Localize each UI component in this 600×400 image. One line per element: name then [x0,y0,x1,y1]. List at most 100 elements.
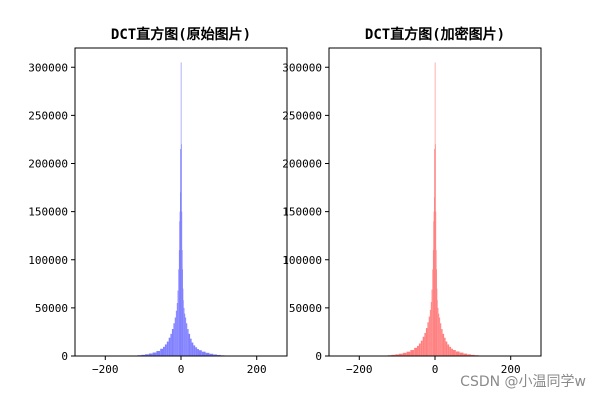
histogram-bar [171,329,174,356]
y-tick-label: 300000 [28,61,68,74]
histogram-bar [166,341,169,356]
histogram-bar [451,348,453,356]
chart-panel-1: −200 0 200 0 50000 100000 150000 200000 250000 30… [28,26,288,376]
histogram-bar [181,211,183,356]
histogram-bar [395,354,400,356]
y-tick-label: 0 [315,350,322,363]
histogram-bar [431,289,433,356]
histogram-bar [433,211,435,356]
histogram-bar [148,353,153,356]
histogram-bar [198,350,202,356]
histogram-bar [181,144,182,356]
y-tick-label: 200000 [282,158,322,171]
y-tick-label: 200000 [28,158,68,171]
histogram-bar [455,351,460,356]
chart-title: DCT直方图(加密图片) [365,26,505,43]
histogram-bar [463,353,468,356]
histogram-bar [444,337,446,356]
histogram-bar [406,351,411,356]
histogram-bar [193,345,196,356]
histogram-bar [209,353,214,356]
histogram-bar [216,354,221,356]
x-tick-label: 0 [178,363,185,376]
histogram-bar [442,333,445,356]
histogram-bar [430,302,432,356]
histogram-bar [470,354,475,356]
histogram-bar [185,317,187,356]
histogram-bar [432,250,434,356]
y-tick-label: 300000 [282,61,322,74]
histogram-bar [175,310,177,356]
histogram-bar [177,290,179,356]
histogram-bar [447,344,450,356]
histogram-bar [467,354,471,356]
histogram-bar [441,329,443,356]
histogram-bar [182,288,184,356]
histogram-bar [418,343,421,356]
y-tick-label: 50000 [289,302,322,315]
histogram-bar [425,328,428,356]
histogram-bar [170,333,172,356]
histogram-bar [434,197,436,356]
histogram-bar [424,332,426,356]
histogram-bar [440,323,442,356]
histogram-bar [191,342,194,356]
histogram-bar [433,221,434,356]
x-tick-label: −200 [346,363,373,376]
y-tick-label: 250000 [28,109,68,122]
histogram-bar [439,317,441,356]
histogram-bar [179,221,180,356]
histogram-bar [434,62,436,356]
y-tick-label: 0 [61,350,68,363]
histogram-bar [213,354,217,356]
histogram-bar [436,288,438,356]
histogram-bar [410,350,415,356]
histogram-bar [180,149,181,356]
histogram-bar [188,333,191,356]
y-tick-label: 150000 [282,206,322,219]
histogram-bar [173,323,175,356]
histogram-bar [435,250,437,356]
histogram-bar [432,269,433,356]
histogram-bar [160,348,164,356]
histogram-bar [176,303,178,356]
histogram-bar [183,307,185,356]
histogram-bar [436,269,437,356]
histogram-bar [435,144,436,356]
histogram-bar [428,316,430,356]
y-tick-label: 100000 [282,254,322,267]
histogram-bar [182,269,183,356]
y-tick-label: 50000 [35,302,68,315]
histogram-bar [168,337,171,356]
histogram-bar [205,352,210,356]
histogram-bar [178,269,179,356]
histogram-bar [452,350,456,356]
x-tick-label: 0 [432,363,439,376]
chart-title: DCT直方图(原始图片) [111,26,251,43]
histogram-bar [181,250,183,356]
histogram-bar [201,351,206,356]
histogram-bar [183,300,184,356]
histogram-bar [180,62,182,356]
histogram-bar [174,317,176,356]
histogram-bar [417,345,419,356]
histogram-bar [186,323,188,356]
histogram-bar [180,192,182,356]
histogram-bar [435,211,437,356]
histogram-bar [141,354,146,356]
histogram-bar [187,329,189,356]
histogram-bar [429,309,431,356]
x-tick-label: −200 [92,363,119,376]
histogram-bar [152,352,157,356]
histogram-bar [164,344,167,356]
histogram-bar [190,338,192,356]
x-tick-label: 200 [501,363,521,376]
histogram-bar [145,354,149,356]
histogram-bar [399,353,403,356]
histogram-bar [459,352,464,356]
histogram-bar [449,346,452,356]
histogram-bar [434,149,435,356]
histogram-bar [427,322,429,356]
histogram-bar [422,336,425,356]
